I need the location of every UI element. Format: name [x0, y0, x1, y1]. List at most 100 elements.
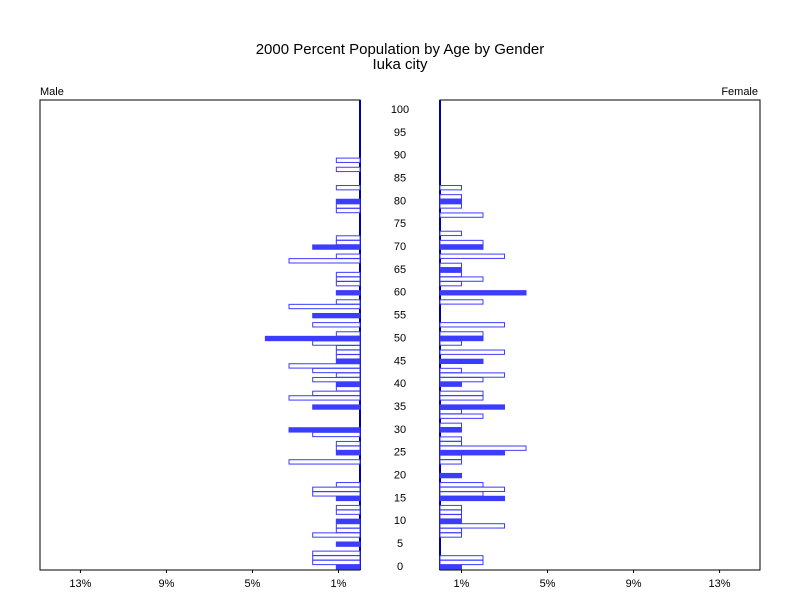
bar: [439, 244, 484, 250]
bar: [312, 555, 361, 561]
age-label: 15: [394, 492, 406, 504]
bar: [335, 203, 361, 209]
age-label: 95: [394, 127, 406, 139]
bar: [439, 198, 463, 205]
age-label: 50: [394, 332, 406, 344]
bar: [288, 459, 361, 465]
bar: [312, 322, 361, 328]
bar: [335, 276, 361, 282]
bar: [312, 390, 361, 397]
bar: [335, 518, 361, 524]
bar: [439, 262, 463, 269]
age-label: 70: [394, 241, 406, 253]
age-label: 60: [394, 287, 406, 299]
bar: [439, 486, 506, 492]
bar: [439, 413, 484, 419]
male-panel: [39, 99, 361, 571]
bar: [439, 331, 484, 337]
bar: [439, 440, 463, 447]
bar: [335, 354, 361, 360]
bar: [439, 230, 463, 237]
bar: [335, 235, 361, 241]
bar: [335, 166, 361, 173]
bar: [439, 376, 484, 383]
bar: [439, 504, 463, 511]
age-label: 55: [394, 310, 406, 322]
bar: [439, 518, 463, 524]
bar: [335, 523, 361, 529]
age-label: 90: [394, 150, 406, 162]
panel-label: Female: [721, 86, 758, 98]
bar: [439, 514, 463, 520]
bar: [335, 495, 361, 502]
bar: [439, 404, 506, 410]
bar: [439, 459, 463, 465]
bar: [335, 157, 361, 163]
bar: [312, 559, 361, 566]
bar: [312, 404, 361, 410]
age-label: 45: [394, 355, 406, 367]
bar: [288, 395, 361, 401]
age-label: 30: [394, 424, 406, 436]
age-label: 10: [394, 515, 406, 527]
bar: [312, 312, 361, 319]
bar: [439, 290, 527, 296]
bar: [288, 427, 361, 433]
bar: [312, 431, 361, 438]
bar: [335, 207, 361, 214]
bar: [312, 532, 361, 538]
bar: [288, 303, 361, 310]
bar: [312, 340, 361, 346]
bar: [439, 491, 484, 497]
bar: [335, 331, 361, 337]
bar: [439, 436, 463, 442]
bar: [439, 523, 506, 529]
bar: [439, 367, 463, 374]
age-label: 100: [391, 104, 409, 116]
age-label: 40: [394, 378, 406, 390]
bar: [288, 258, 361, 264]
x-tick-label: 13%: [709, 578, 731, 590]
bar: [439, 395, 484, 401]
age-label: 80: [394, 195, 406, 207]
bar: [439, 267, 463, 273]
bar: [335, 527, 361, 534]
x-tick-label: 1%: [454, 578, 470, 590]
age-label: 5: [397, 538, 403, 550]
age-label: 35: [394, 401, 406, 413]
bar: [439, 299, 484, 305]
bar: [439, 253, 506, 259]
bar: [335, 386, 361, 392]
bar: [335, 271, 361, 278]
bar: [335, 344, 361, 351]
bar: [439, 372, 506, 378]
bar: [335, 198, 361, 205]
bar: [439, 555, 484, 561]
bar: [312, 550, 361, 556]
bar: [335, 509, 361, 515]
bar: [439, 422, 463, 429]
bar: [335, 290, 361, 296]
age-label: 0: [397, 561, 403, 573]
bar: [439, 381, 463, 387]
bar: [439, 472, 463, 479]
panel-label: Male: [40, 86, 64, 98]
bar: [335, 445, 361, 451]
bar: [335, 482, 361, 488]
bar: [335, 541, 361, 547]
bar: [439, 564, 463, 570]
bar: [439, 340, 463, 346]
chart-title: 2000 Percent Population by Age by Gender: [256, 41, 545, 58]
bar: [312, 244, 361, 250]
bar: [439, 454, 463, 460]
bar: [335, 504, 361, 511]
bar: [335, 372, 361, 378]
bar: [439, 349, 506, 355]
age-label: 20: [394, 470, 406, 482]
bar: [439, 559, 484, 566]
bar: [312, 486, 361, 492]
bar: [439, 482, 484, 488]
bar: [439, 271, 463, 278]
